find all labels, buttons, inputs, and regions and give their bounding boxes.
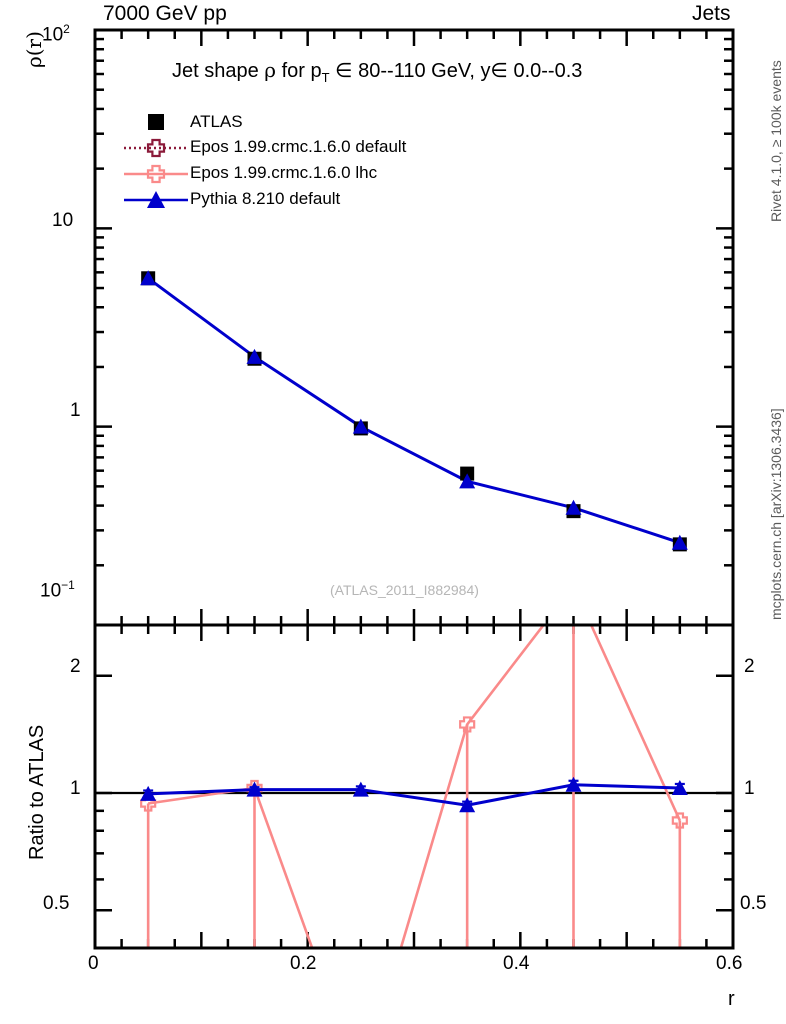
plot-title-subscript: T [321,70,330,85]
ratio-ytick-2-right: 2 [744,656,755,677]
main-panel-ticks [93,28,735,627]
legend-label-atlas: ATLAS [190,112,243,131]
header-left-label: 7000 GeV pp [103,2,227,25]
legend-markers [124,114,188,208]
xtick-0.4: 0.4 [503,953,530,974]
plot-title-part4: ∈ 0.0--0.3 [490,60,583,82]
x-axis-label: r [728,988,735,1010]
xtick-0.6: 0.6 [716,953,743,974]
ratio-ytick-1-right: 1 [744,778,755,799]
main-ytick-0.1: 10−1 [40,578,75,602]
legend-label-epos-default: Epos 1.99.crmc.1.6.0 default [190,137,407,156]
ratio-ytick-2-left: 2 [70,656,81,677]
ratio-ytick-1-left: 1 [70,778,81,799]
ratio-ytick-0.5-right: 0.5 [740,893,767,914]
plot-title-part2: for p [281,60,322,82]
main-panel-frame [93,28,735,627]
plot-title-part1: Jet shape [172,60,259,82]
main-ytick-100: 102 [42,22,70,46]
plot-title: Jet shape ρ for pT ∈ 80--110 GeV, y∈ 0.0… [172,58,582,85]
plot-title-part3: ∈ 80--110 GeV, y [335,60,491,82]
plot-title-rho: ρ [264,58,277,82]
ratio-panel-frame [93,623,735,950]
ratio-panel-data [95,625,733,948]
xtick-0: 0 [88,953,99,974]
main-ytick-1: 1 [70,400,81,421]
main-ytick-10: 10 [52,210,74,231]
main-panel-data [140,270,688,552]
legend-label-pythia: Pythia 8.210 default [190,189,341,208]
xtick-0.2: 0.2 [290,953,317,974]
ratio-ytick-0.5-left: 0.5 [43,893,70,914]
analysis-id-watermark: (ATLAS_2011_I882984) [330,582,479,598]
legend-label-epos-lhc: Epos 1.99.crmc.1.6.0 lhc [190,163,378,182]
header-right-label: Jets [692,2,731,25]
